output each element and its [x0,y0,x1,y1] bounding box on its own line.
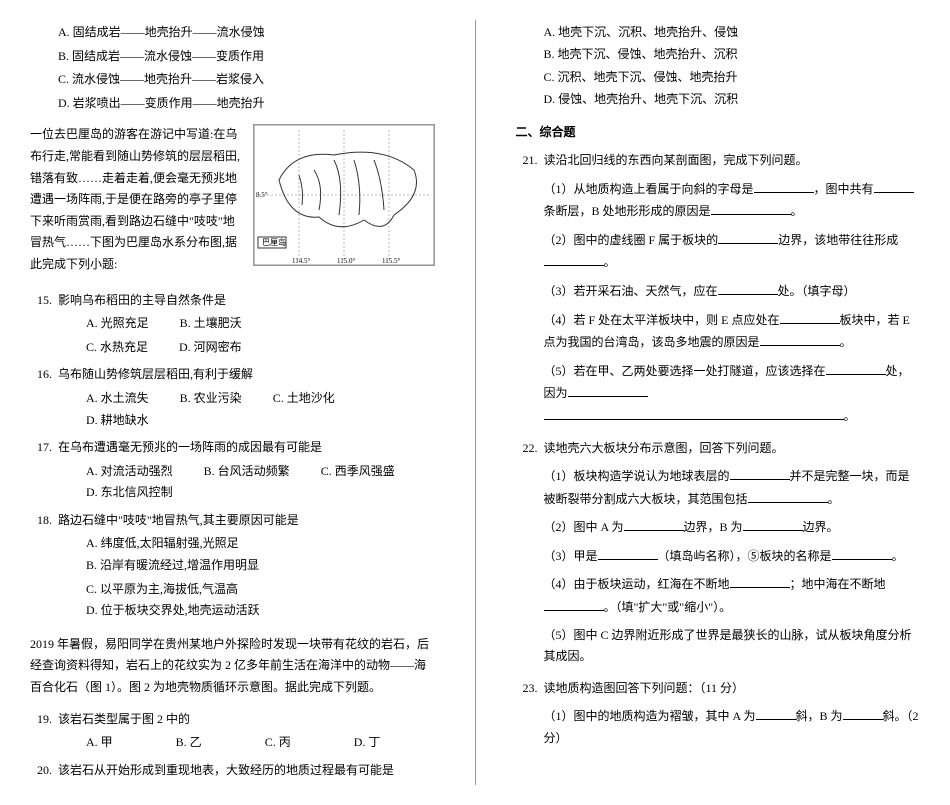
q16-d: D. 耕地缺水 [86,410,149,432]
q17-a: A. 对流活动强烈 [86,461,173,483]
svg-text:115.5°: 115.5° [382,257,400,265]
q18-stem: 路边石缝中"吱吱"地冒热气,其主要原因可能是 [58,510,435,532]
question-22: 22. 读地壳六大板块分布示意图，回答下列问题。 （1）板块构造学说认为地球表层… [516,438,921,674]
question-16: 16. 乌布随山势修筑层层稻田,有利于缓解 A. 水土流失 B. 农业污染 C.… [30,364,435,433]
q18-d: D. 位于板块交界处,地壳运动活跃 [86,600,260,622]
opts-line2: C. 沉积、地壳下沉、侵蚀、地壳抬升 D. 侵蚀、地壳抬升、地壳下沉、沉积 [516,67,921,110]
svg-text:114.5°: 114.5° [292,257,310,265]
q17-stem: 在乌布遭遇毫无预兆的一场阵雨的成因最有可能是 [58,437,435,459]
question-21: 21. 读沿北回归线的东西向某剖面图，完成下列问题。 （1）从地质构造上看属于向… [516,150,921,434]
option-a: A. 固结成岩——地壳抬升——流水侵蚀 [30,22,435,44]
map-label: 巴厘岛 [262,237,286,247]
passage-fossil: 2019 年暑假，易阳同学在贵州某地户外探险时发现一块带有花纹的岩石，后经查询资… [30,634,435,699]
q18-b: B. 沿岸有暖流经过,增温作用明显 [86,555,259,577]
option-b: B. 固结成岩——流水侵蚀——变质作用 [30,46,435,68]
r-opt-c: C. 沉积、地壳下沉、侵蚀、地壳抬升 [544,67,738,89]
q20-stem: 该岩石从开始形成到重现地表，大致经历的地质过程最有可能是 [58,760,435,782]
passage-bali: 巴厘岛 114.5° 115.0° 115.5° 8.5° 一位去巴厘岛的游客在… [30,124,435,275]
q16-stem: 乌布随山势修筑层层稻田,有利于缓解 [58,364,435,386]
q23-1: （1）图中的地质构造为褶皱，其中 A 为斜，B 为斜。（2 分） [544,705,921,749]
r-opt-a: A. 地壳下沉、沉积、地壳抬升、侵蚀 [544,22,739,44]
q22-3: （3）甲是（填岛屿名称），⑤板块的名称是。 [544,545,921,568]
q21-1: （1）从地质构造上看属于向斜的字母是，图中共有条断层，B 处地形形成的原因是。 [544,178,921,223]
q17-c: C. 西季风强盛 [321,461,395,483]
q19-d: D. 丁 [354,732,381,754]
q16-b: B. 农业污染 [180,388,242,410]
q18-a: A. 纬度低,太阳辐射强,光照足 [86,533,239,555]
q17-b: B. 台风活动频繁 [204,461,290,483]
question-20: 20. 该岩石从开始形成到重现地表，大致经历的地质过程最有可能是 [30,760,435,782]
q19-c: C. 丙 [265,732,291,754]
q21-stem: 读沿北回归线的东西向某剖面图，完成下列问题。 [544,150,921,172]
q19-b: B. 乙 [176,732,202,754]
q21-2: （2）图中的虚线圈 F 属于板块的边界，该地带往往形成。 [544,229,921,274]
q19-stem: 该岩石类型属于图 2 中的 [58,709,435,731]
q22-2: （2）图中 A 为边界，B 为边界。 [544,516,921,539]
q23-stem: 读地质构造图回答下列问题：（11 分） [544,678,921,700]
q18-c: C. 以平原为主,海拔低,气温高 [86,579,238,601]
q15-stem: 影响乌布稻田的主导自然条件是 [58,290,435,312]
q22-5: （5）图中 C 边界附近形成了世界是最狭长的山脉，试从板块角度分析其成因。 [544,625,921,668]
question-18: 18. 路边石缝中"吱吱"地冒热气,其主要原因可能是 A. 纬度低,太阳辐射强,… [30,510,435,624]
q19-a: A. 甲 [86,732,113,754]
q15-d: D. 河网密布 [179,337,242,359]
opts-line1: A. 地壳下沉、沉积、地壳抬升、侵蚀 B. 地壳下沉、侵蚀、地壳抬升、沉积 [516,22,921,65]
q16-a: A. 水土流失 [86,388,149,410]
passage-text: 一位去巴厘岛的游客在游记中写道:在乌布行走,常能看到随山势修筑的层层稻田,错落有… [30,127,240,271]
svg-text:115.0°: 115.0° [337,257,355,265]
q15-c: C. 水热充足 [86,337,148,359]
question-15: 15. 影响乌布稻田的主导自然条件是 A. 光照充足 B. 土壤肥沃 C. 水热… [30,290,435,361]
q15-a: A. 光照充足 [86,313,149,335]
q15-b: B. 土壤肥沃 [180,313,242,335]
q21-4: （4）若 F 处在太平洋板块中，则 E 点应处在板块中，若 E 点为我国的台湾岛… [544,309,921,354]
svg-text:8.5°: 8.5° [256,191,268,199]
question-17: 17. 在乌布遭遇毫无预兆的一场阵雨的成因最有可能是 A. 对流活动强烈 B. … [30,437,435,506]
option-c: C. 流水侵蚀——地壳抬升——岩浆侵入 [30,69,435,91]
q21-3: （3）若开采石油、天然气，应在处。（填字母） [544,280,921,303]
q17-d: D. 东北信风控制 [86,482,173,504]
q21-5: （5）若在甲、乙两处要选择一处打隧道，应该选择在处，因为 。 [544,360,921,428]
question-23: 23. 读地质构造图回答下列问题：（11 分） （1）图中的地质构造为褶皱，其中… [516,678,921,756]
q22-stem: 读地壳六大板块分布示意图，回答下列问题。 [544,438,921,460]
q16-c: C. 土地沙化 [273,388,335,410]
bali-map: 巴厘岛 114.5° 115.0° 115.5° 8.5° [253,124,435,266]
question-19: 19. 该岩石类型属于图 2 中的 A. 甲 B. 乙 C. 丙 D. 丁 [30,709,435,756]
q22-1: （1）板块构造学说认为地球表层的并不是完整一块，而是被断裂带分割成六大板块，其范… [544,465,921,510]
option-d: D. 岩浆喷出——变质作用——地壳抬升 [30,93,435,115]
q22-4: （4）由于板块运动，红海在不断地；地中海在不断地。（填"扩大"或"缩小"）。 [544,573,921,618]
r-opt-d: D. 侵蚀、地壳抬升、地壳下沉、沉积 [544,89,739,111]
section-title: 二、综合题 [516,122,921,144]
r-opt-b: B. 地壳下沉、侵蚀、地壳抬升、沉积 [544,44,738,66]
